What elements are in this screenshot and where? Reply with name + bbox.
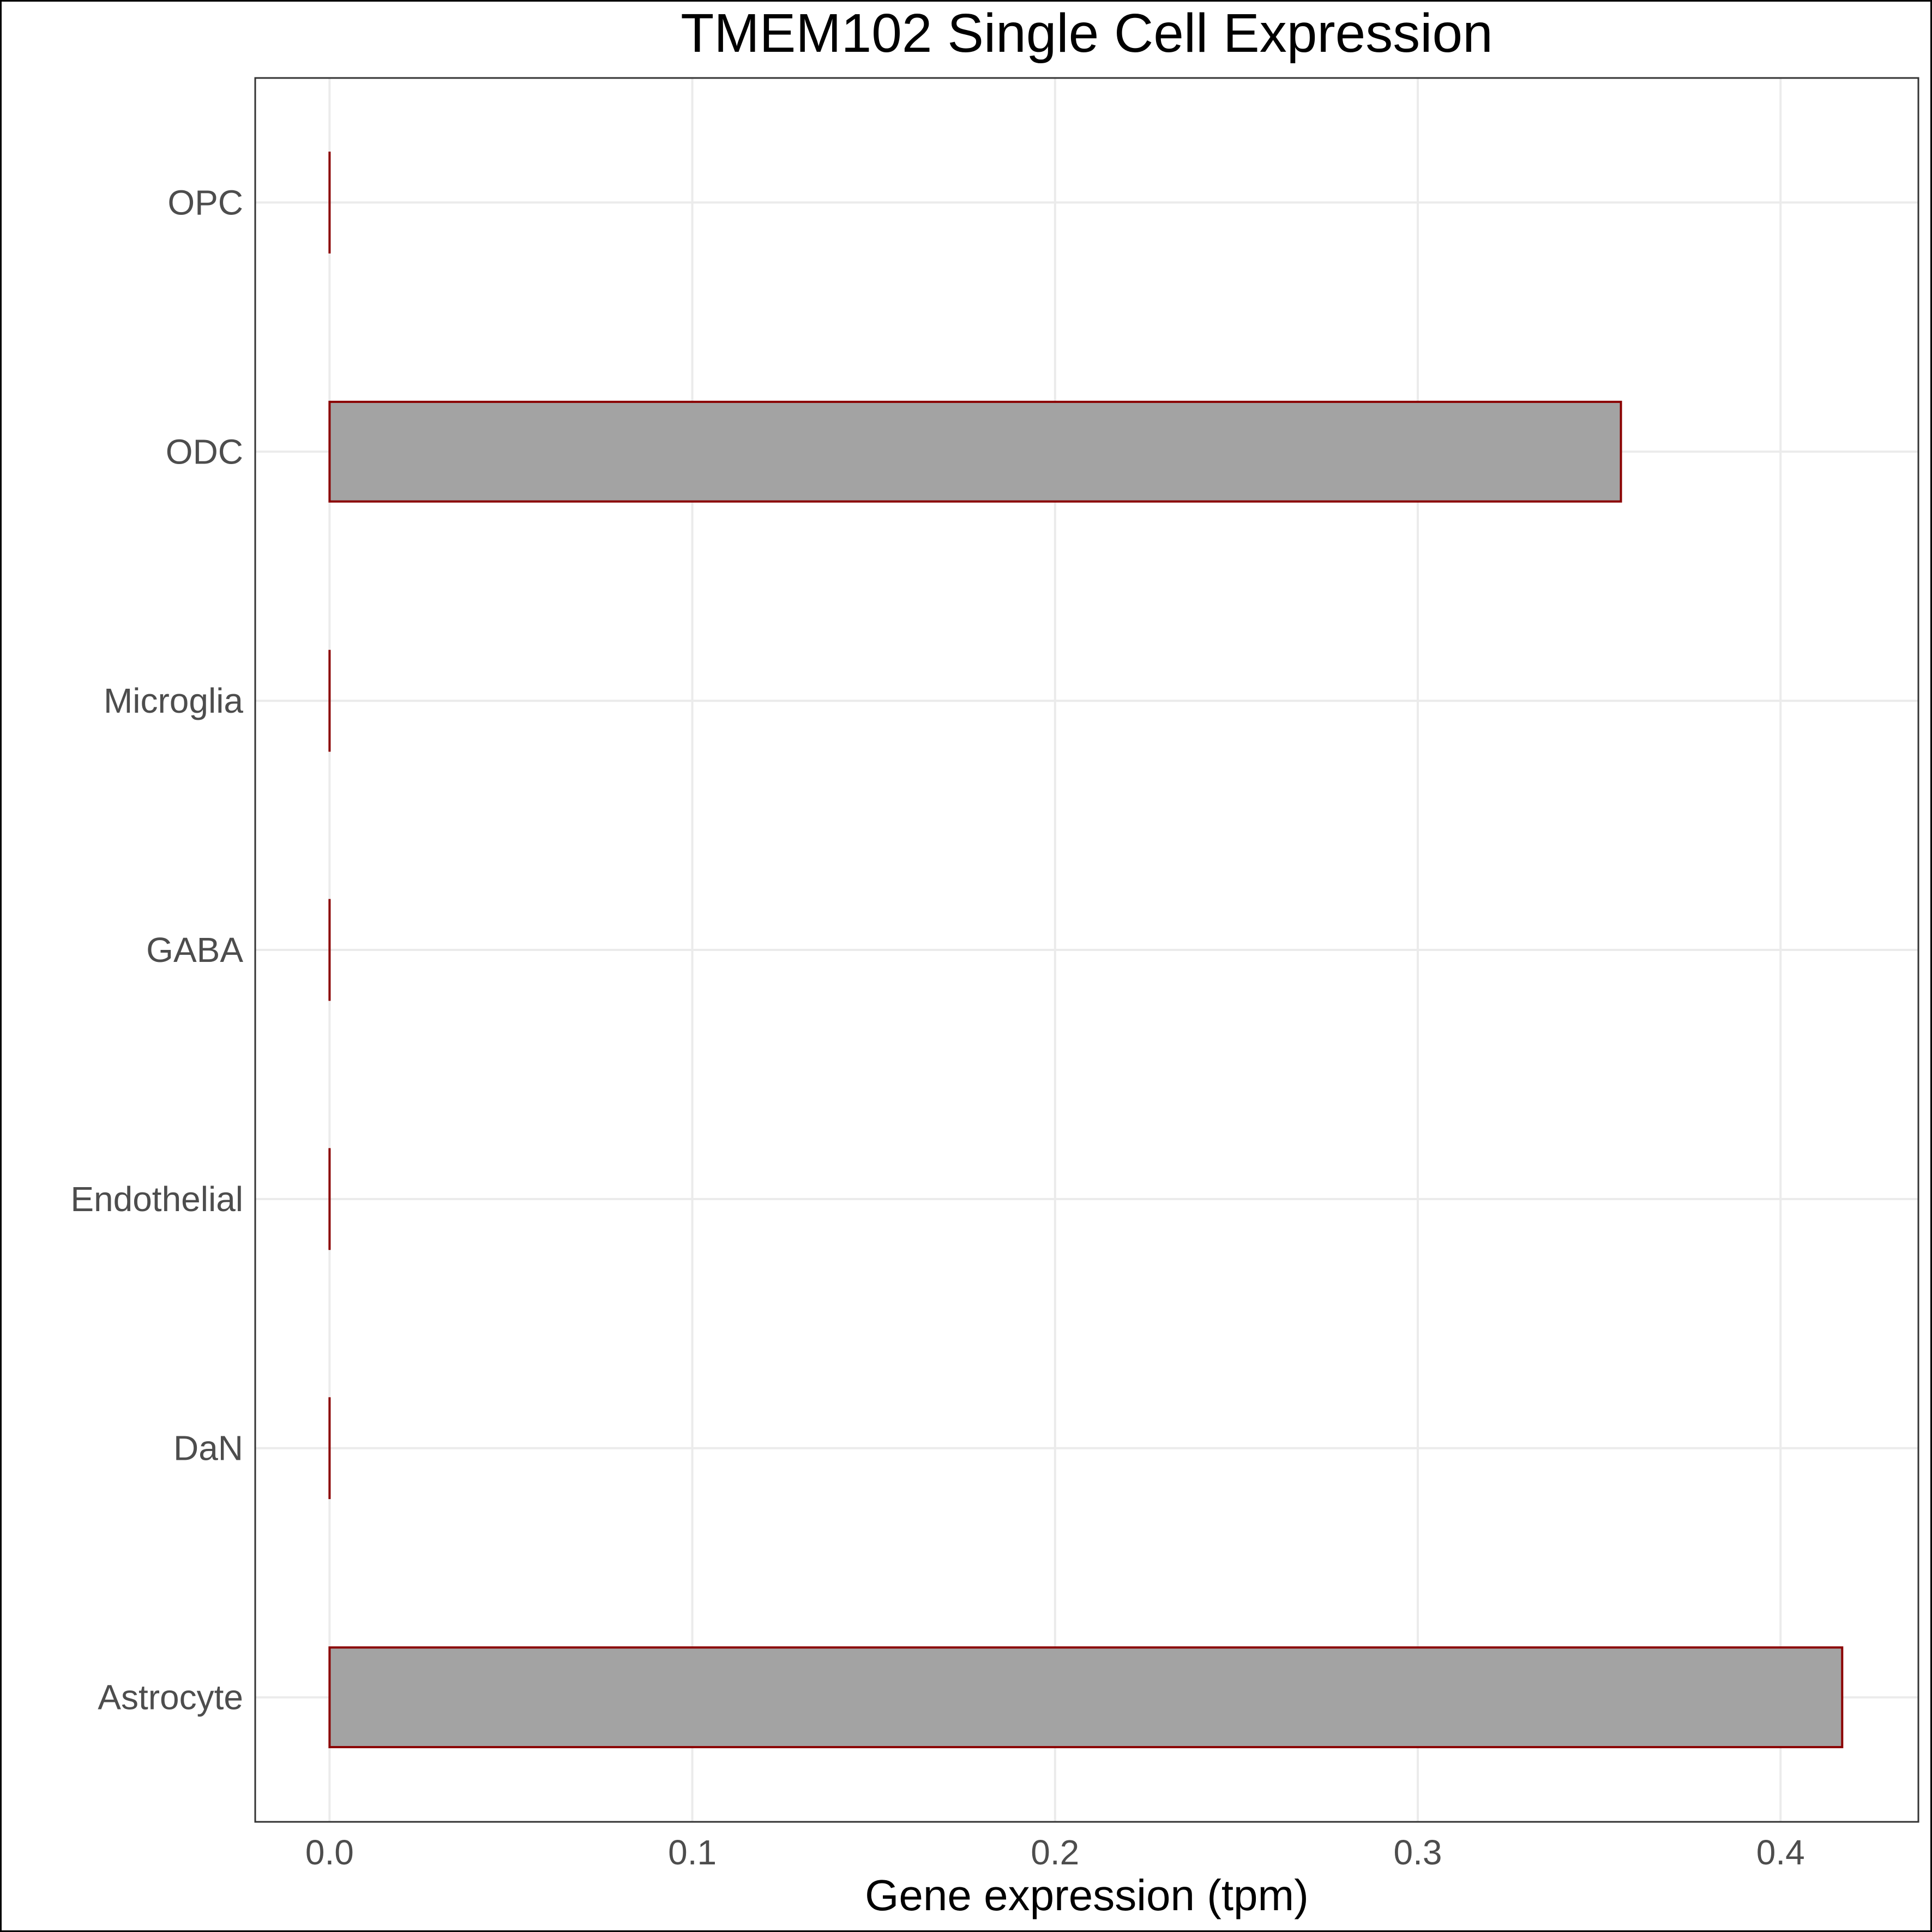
x-tick-label-4: 0.4 [1756,1833,1805,1872]
bars [328,152,1844,1748]
x-axis-title: Gene expression (tpm) [865,1871,1309,1919]
x-axis-tick-labels: 0.0 0.1 0.2 0.3 0.4 [305,1833,1805,1872]
chart-title: TMEM102 Single Cell Expression [681,3,1493,64]
y-tick-label-opc: OPC [167,183,243,222]
y-tick-label-endothelial: Endothelial [70,1179,243,1219]
y-tick-label-astrocyte: Astrocyte [98,1678,243,1717]
y-tick-label-odc: ODC [166,432,243,471]
bar-odc [328,400,1622,503]
x-tick-label-2: 0.2 [1031,1833,1079,1872]
y-tick-label-dan: DaN [173,1429,243,1468]
gridlines [255,78,1918,1822]
y-tick-label-microglia: Microglia [104,681,243,720]
x-tick-label-1: 0.1 [668,1833,717,1872]
x-tick-label-0: 0.0 [305,1833,354,1872]
y-axis-tick-labels: Astrocyte DaN Endothelial GABA Microglia ODC O… [70,183,243,1717]
x-tick-label-3: 0.3 [1394,1833,1442,1872]
plot-panel-border [254,77,1919,1823]
bar-astrocyte [328,1646,1844,1748]
y-tick-label-gaba: GABA [146,930,243,970]
